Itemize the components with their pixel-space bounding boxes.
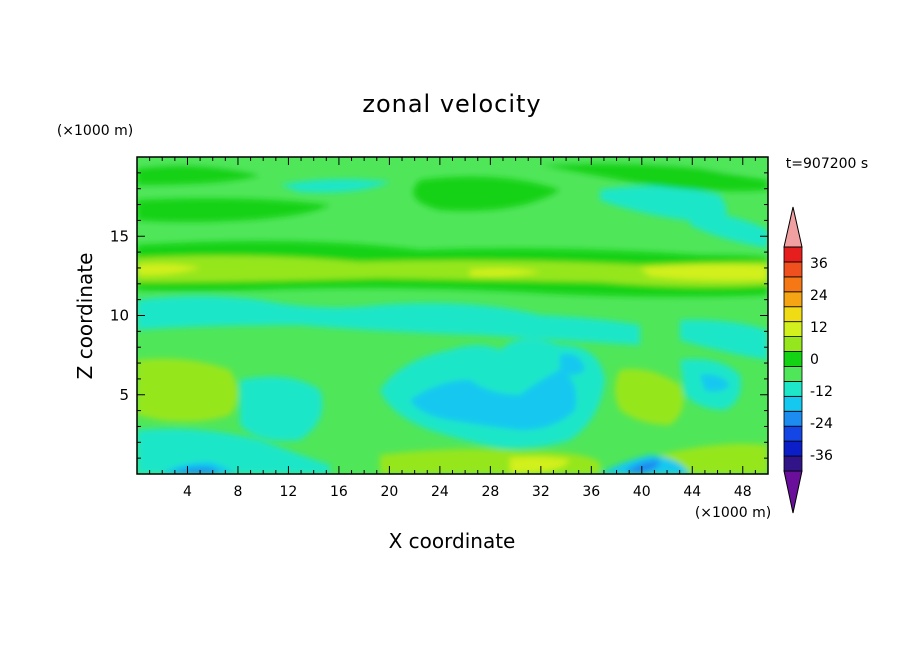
colorbar-box (783, 246, 803, 263)
x-tick-label: 16 (330, 484, 348, 500)
x-unit-label: (×1000 m) (695, 505, 771, 521)
colorbar-box (783, 440, 803, 457)
colorbar-tick-label: -12 (810, 384, 833, 400)
x-tick-label: 44 (683, 484, 701, 500)
x-tick-label: 12 (280, 484, 298, 500)
x-tick-label: 4 (183, 484, 192, 500)
colorbar-under-triangle (783, 470, 803, 514)
colorbar-box (783, 366, 803, 382)
y-tick-label: 15 (110, 227, 129, 245)
colorbar-tick-label: -24 (810, 416, 833, 432)
colorbar-tick-label: 36 (810, 256, 828, 272)
colorbar-box (783, 306, 803, 323)
colorbar-box (783, 455, 803, 472)
colorbar-box (783, 395, 803, 412)
x-tick-label: 32 (532, 484, 550, 500)
colorbar-box (783, 380, 803, 397)
colorbar-box (783, 336, 803, 352)
colorbar-tick-label: 12 (810, 320, 828, 336)
colorbar-tick-label: 24 (810, 288, 828, 304)
colorbar-box (783, 261, 803, 278)
colorbar-box (783, 321, 803, 337)
y-axis-title: Z coordinate (73, 253, 97, 380)
colorbar-over-triangle (783, 206, 803, 248)
colorbar-box (783, 425, 803, 442)
colorbar-box (783, 410, 803, 427)
colorbar: 36 24 12 0 -12 -24 -36 (783, 206, 833, 514)
colorbar-box (783, 291, 803, 308)
x-tick-label: 28 (481, 484, 499, 500)
x-axis-title: X coordinate (389, 529, 516, 553)
y-unit-label: (×1000 m) (57, 123, 133, 139)
y-tick-label: 10 (110, 307, 129, 325)
y-axis-ticks: 5 10 15 (110, 172, 768, 459)
x-tick-label: 48 (734, 484, 752, 500)
x-tick-label: 40 (633, 484, 651, 500)
colorbar-tick-label: -36 (810, 448, 833, 464)
x-axis-ticks: 4 8 12 16 20 24 28 32 36 40 44 48 (149, 157, 756, 500)
colorbar-box (783, 351, 803, 367)
y-tick-label: 5 (119, 386, 129, 404)
x-tick-label: 8 (233, 484, 242, 500)
chart-title: zonal velocity (362, 90, 541, 118)
x-tick-label: 20 (380, 484, 398, 500)
colorbar-tick-label: 0 (810, 352, 819, 368)
x-tick-label: 24 (431, 484, 449, 500)
time-label: t=907200 s (786, 156, 868, 172)
colorbar-box (783, 276, 803, 293)
contour-field (137, 157, 768, 474)
x-tick-label: 36 (582, 484, 600, 500)
